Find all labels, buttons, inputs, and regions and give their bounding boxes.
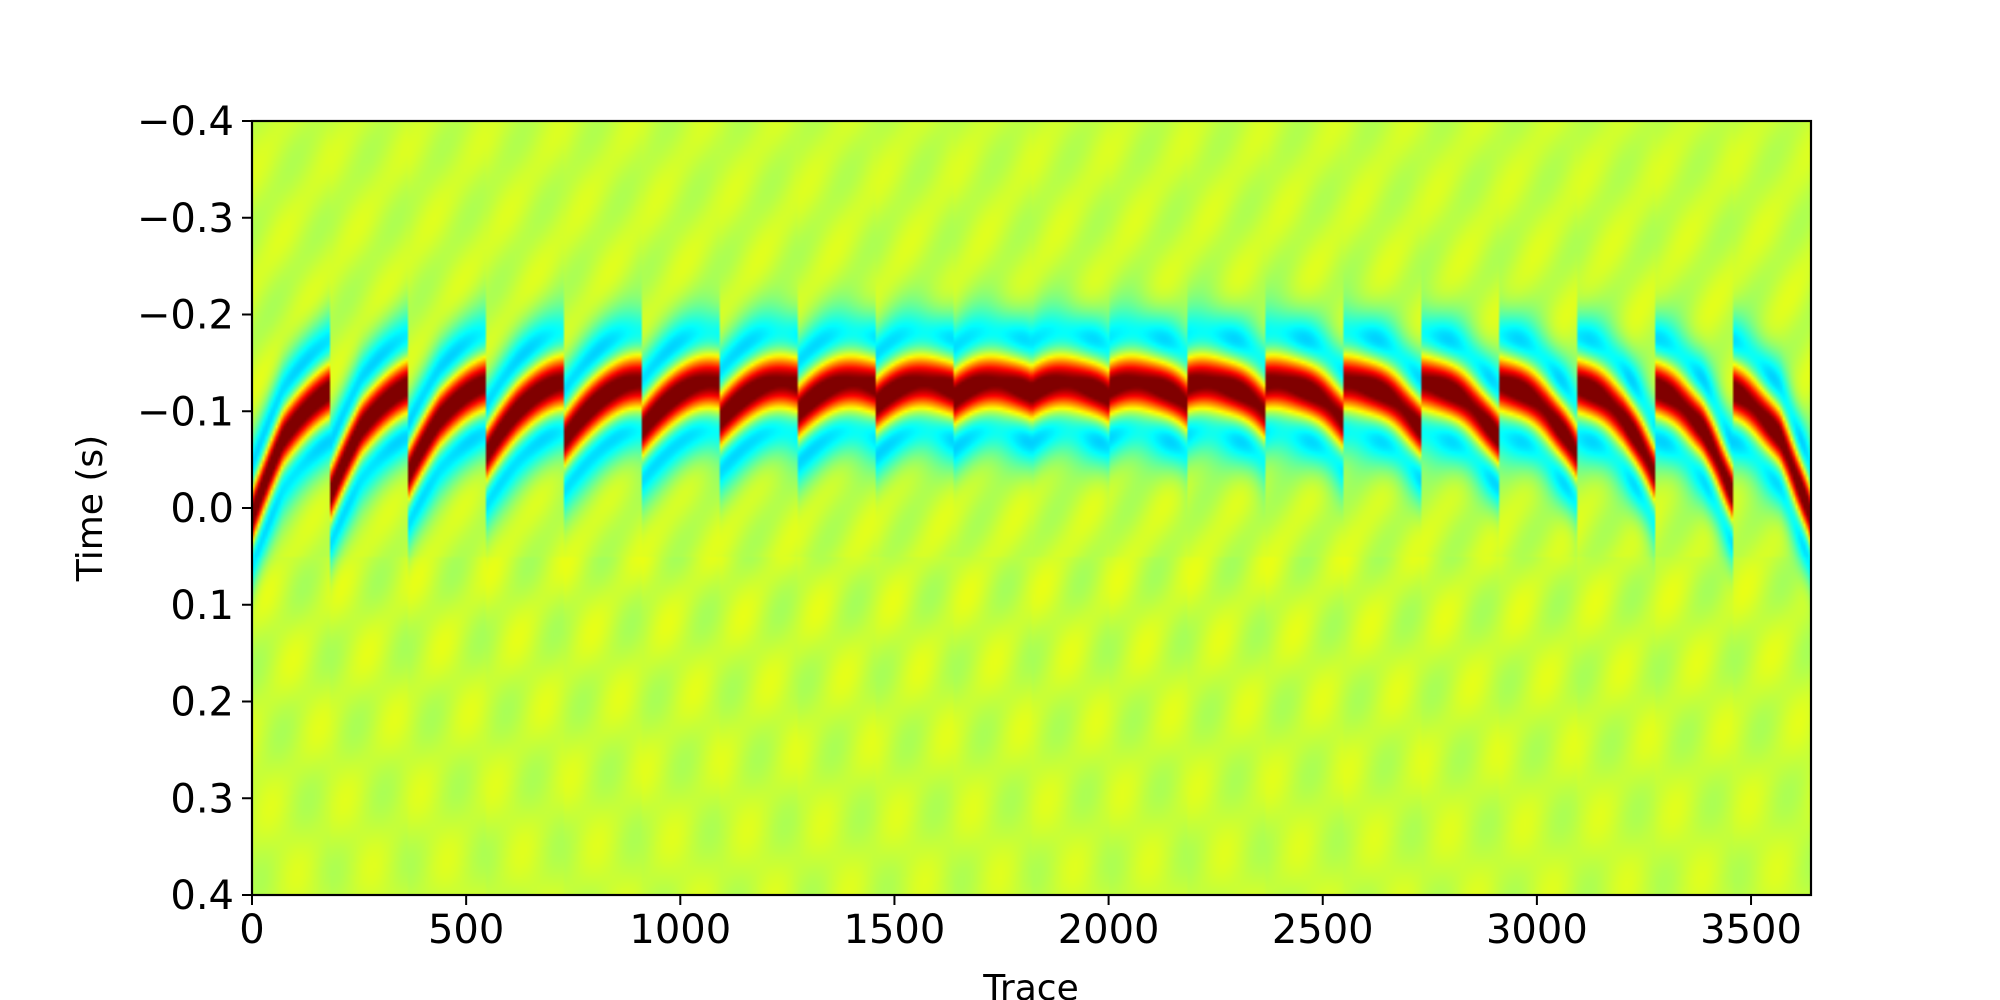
x-axis: 0 500 1000 1500 2000 2500 3000 3500 — [239, 895, 1802, 953]
x-tick-label: 3500 — [1700, 907, 1802, 953]
x-tick-label: 1000 — [629, 907, 731, 953]
x-tick-label: 2000 — [1058, 907, 1160, 953]
y-tick-label: 0.2 — [170, 680, 234, 726]
x-tick-label: 500 — [428, 907, 504, 953]
x-axis-label: Trace — [982, 968, 1079, 1000]
y-tick-label: −0.4 — [137, 99, 234, 145]
y-axis-label: Time (s) — [70, 435, 111, 582]
x-tick-label: 3000 — [1486, 907, 1588, 953]
x-tick-label: 1500 — [844, 907, 946, 953]
y-tick-label: −0.1 — [137, 389, 234, 435]
x-tick-label: 2500 — [1272, 907, 1374, 953]
y-tick-label: −0.2 — [137, 293, 234, 339]
y-tick-label: 0.4 — [170, 873, 234, 919]
x-tick-label: 0 — [239, 907, 264, 953]
y-axis: −0.4 −0.3 −0.2 −0.1 0.0 0.1 0.2 0.3 0.4 — [137, 99, 252, 919]
y-tick-label: −0.3 — [137, 196, 234, 242]
y-tick-label: 0.3 — [170, 776, 234, 822]
y-tick-label: 0.1 — [170, 583, 234, 629]
y-tick-label: 0.0 — [170, 486, 234, 532]
seismic-heatmap — [252, 121, 1811, 895]
